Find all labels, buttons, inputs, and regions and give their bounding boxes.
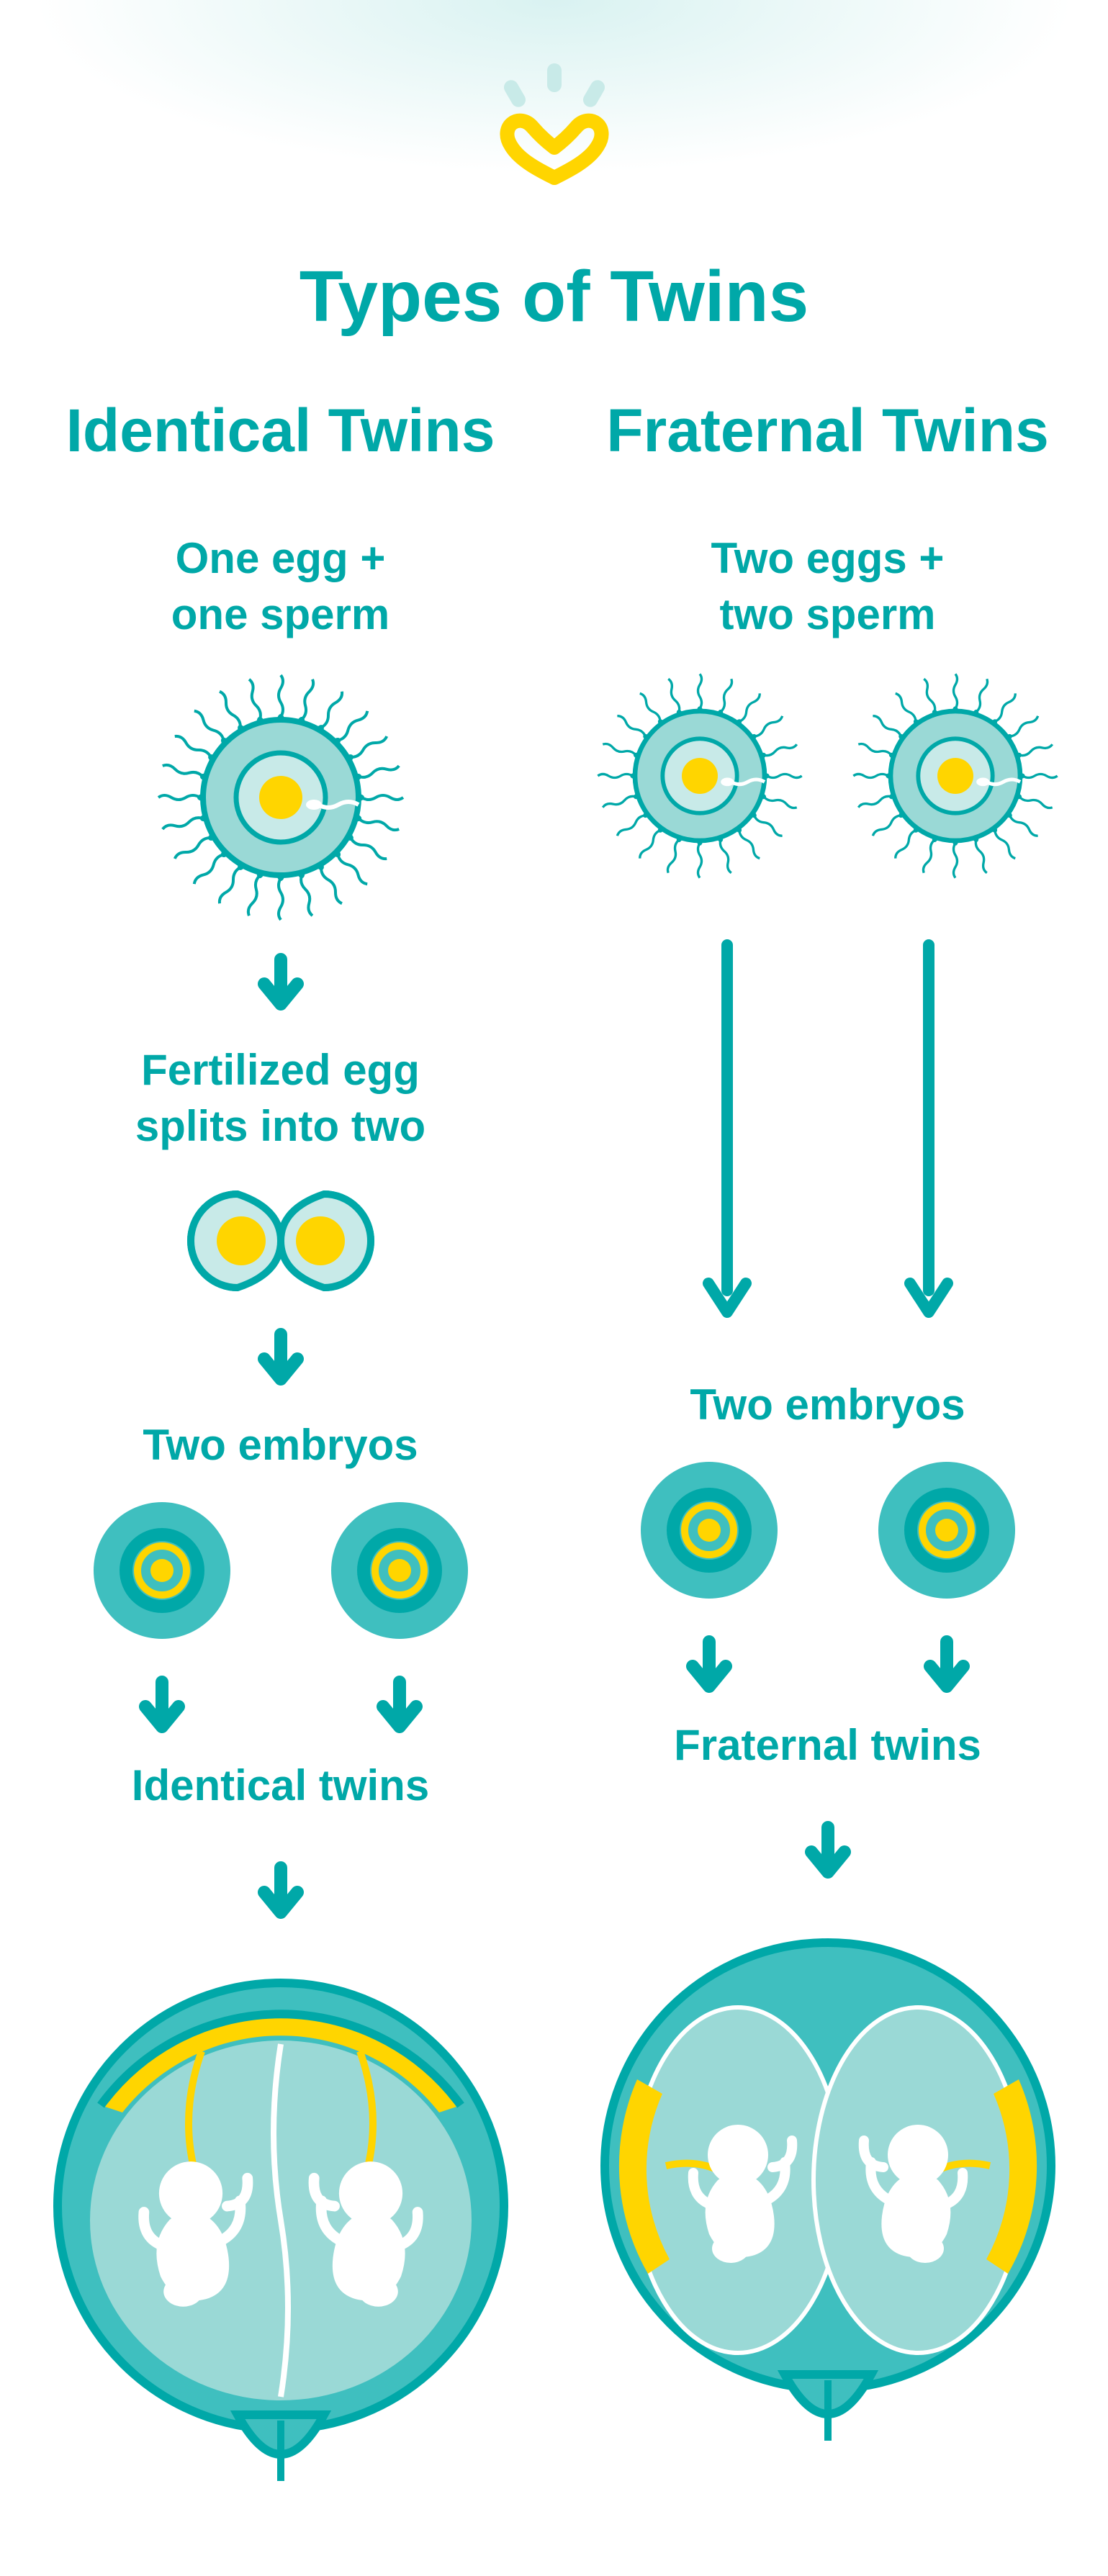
egg-cell-icon <box>151 668 410 931</box>
egg-pair <box>592 668 1063 884</box>
infographic-root: Types of Twins Identical Twins One egg +… <box>0 0 1108 2505</box>
arrow-down-icon <box>922 1635 972 1699</box>
embryo-icon <box>90 1499 234 1642</box>
fraternal-title: Fraternal Twins <box>606 396 1049 466</box>
fraternal-step1-label: Two eggs + two sperm <box>711 530 945 643</box>
arrow-down-icon <box>256 952 306 1021</box>
womb-fraternal-icon <box>598 1928 1058 2464</box>
main-title: Types of Twins <box>299 256 809 338</box>
embryo-icon <box>328 1499 472 1642</box>
womb-identical-icon <box>50 1969 511 2505</box>
egg-cell-icon <box>592 668 808 884</box>
heart-sparkle-logo <box>475 58 634 205</box>
arrow-pair <box>684 1635 972 1699</box>
arrow-down-icon <box>256 1327 306 1396</box>
identical-column: Identical Twins One egg + one sperm <box>29 396 533 2505</box>
long-arrow-pair <box>698 938 958 1327</box>
embryo-pair <box>90 1499 472 1642</box>
arrow-down-icon <box>137 1675 187 1740</box>
arrow-pair <box>137 1675 425 1740</box>
arrow-down-icon <box>256 1861 306 1929</box>
identical-step1-label: One egg + one sperm <box>171 530 389 643</box>
arrow-down-icon <box>803 1820 853 1889</box>
identical-step4-label: Identical twins <box>132 1758 429 1814</box>
fraternal-step4-label: Fraternal twins <box>674 1717 981 1773</box>
columns: Identical Twins One egg + one sperm <box>0 396 1108 2505</box>
splitting-cell-icon <box>173 1180 389 1306</box>
identical-step3-label: Two embryos <box>143 1417 418 1473</box>
identical-step2-label: Fertilized egg splits into two <box>135 1042 425 1154</box>
identical-title: Identical Twins <box>66 396 495 466</box>
fraternal-column: Fraternal Twins Two eggs + two sperm <box>576 396 1080 2505</box>
embryo-icon <box>875 1458 1019 1602</box>
arrow-down-icon <box>684 1635 734 1699</box>
embryo-pair <box>637 1458 1019 1602</box>
fraternal-step3-label: Two embryos <box>690 1377 965 1433</box>
egg-cell-icon <box>847 668 1063 884</box>
arrow-down-long-icon <box>698 938 756 1327</box>
arrow-down-icon <box>374 1675 425 1740</box>
embryo-icon <box>637 1458 781 1602</box>
arrow-down-long-icon <box>900 938 958 1327</box>
